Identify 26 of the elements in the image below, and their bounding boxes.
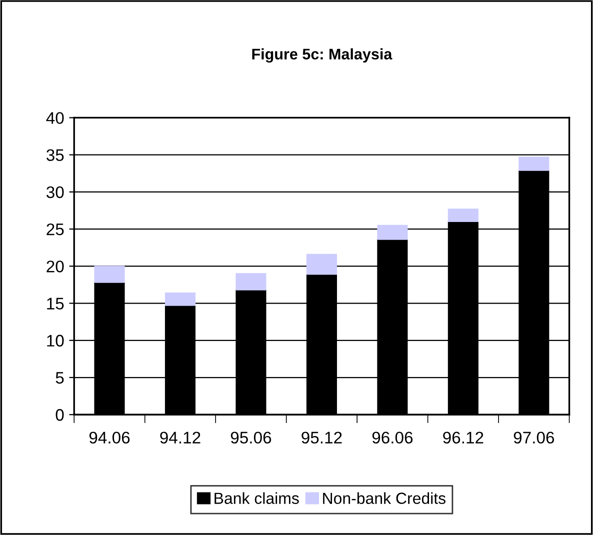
legend-label: Non-bank Credits <box>323 492 446 504</box>
y-tick-label: 5 <box>56 372 64 384</box>
y-tick-label: 35 <box>46 149 64 162</box>
x-tick-label: 95.12 <box>302 432 342 444</box>
y-tick-label: 20 <box>46 260 64 272</box>
x-tick-label: 94.06 <box>89 432 130 444</box>
x-tick-label: 97.06 <box>514 432 554 444</box>
y-tick-label: 0 <box>56 409 64 421</box>
x-tick-label: 96.06 <box>372 432 413 444</box>
x-tick-label: 95.06 <box>230 432 272 444</box>
bar <box>377 224 408 240</box>
y-tick-label: 30 <box>46 186 64 198</box>
bar <box>448 208 478 222</box>
x-tick-label: 96.12 <box>443 432 484 444</box>
chart-title: Figure 5c: Malaysia <box>252 48 392 63</box>
bar <box>164 292 196 306</box>
y-tick-label: 25 <box>46 223 64 236</box>
bar <box>236 273 266 290</box>
x-tick-label: 94.12 <box>160 432 200 444</box>
bar <box>94 266 125 283</box>
bar <box>306 254 337 275</box>
legend-label: Bank claims <box>214 492 299 504</box>
y-tick-label: 40 <box>46 112 64 124</box>
y-tick-label: 15 <box>47 298 64 310</box>
bar <box>518 156 550 171</box>
y-tick-label: 10 <box>47 334 64 347</box>
